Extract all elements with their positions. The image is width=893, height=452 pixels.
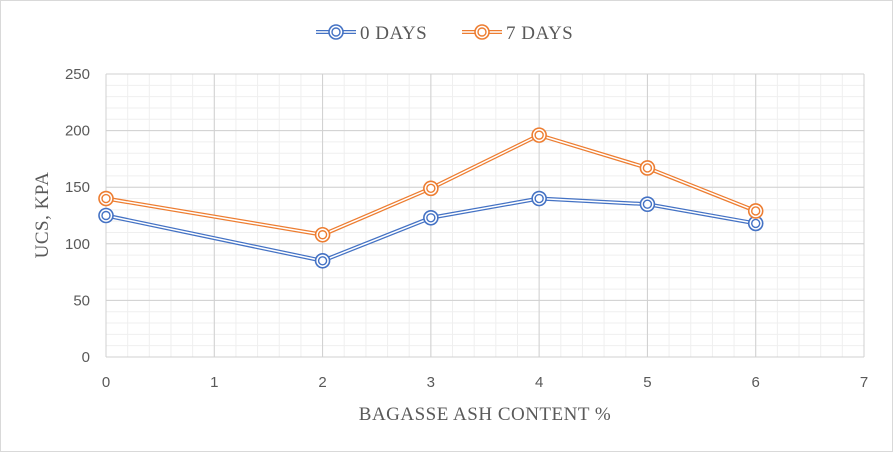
data-point <box>314 252 331 269</box>
y-tick-labels: 0 50 100 150 200 250 <box>65 66 90 366</box>
legend-marker <box>328 24 344 40</box>
x-tick-label: 2 <box>318 374 326 391</box>
y-axis-title: UCS, KPA <box>32 172 53 259</box>
data-point <box>98 190 114 207</box>
x-tick-label: 1 <box>210 374 218 391</box>
data-point <box>639 160 656 176</box>
series-0 <box>98 190 764 269</box>
data-point <box>423 209 439 226</box>
legend-item: 0 DAYS <box>316 23 427 44</box>
data-point <box>98 207 114 224</box>
y-tick-label: 150 <box>65 179 90 196</box>
y-tick-label: 200 <box>65 123 90 140</box>
legend-item: 7 DAYS <box>462 23 573 44</box>
data-point <box>639 196 656 212</box>
series-line-inner <box>105 197 756 262</box>
x-tick-label: 0 <box>102 374 110 391</box>
x-tick-label: 4 <box>535 374 543 391</box>
data-point <box>531 190 547 207</box>
y-tick-label: 100 <box>65 236 90 253</box>
legend-label: 0 DAYS <box>360 23 427 44</box>
legend-marker <box>474 24 490 40</box>
y-tick-label: 50 <box>73 292 90 309</box>
x-tick-labels: 0 1 2 3 4 5 6 7 <box>102 374 868 391</box>
series-layer <box>98 127 764 269</box>
data-point <box>423 180 439 197</box>
series-1 <box>98 127 764 243</box>
x-tick-label: 7 <box>860 374 868 391</box>
legend-label: 7 DAYS <box>506 23 573 44</box>
major-gridlines <box>105 73 865 358</box>
data-point <box>314 226 331 243</box>
series-line-inner <box>105 134 756 236</box>
x-tick-label: 5 <box>643 374 651 391</box>
legend: 0 DAYS 7 DAYS <box>316 23 573 44</box>
x-tick-label: 6 <box>752 374 760 391</box>
x-tick-label: 3 <box>427 374 435 391</box>
x-axis-title: BAGASSE ASH CONTENT % <box>359 404 611 425</box>
data-point <box>747 203 764 219</box>
data-point <box>531 127 547 143</box>
y-tick-label: 250 <box>65 66 90 83</box>
y-tick-label: 0 <box>82 349 90 366</box>
